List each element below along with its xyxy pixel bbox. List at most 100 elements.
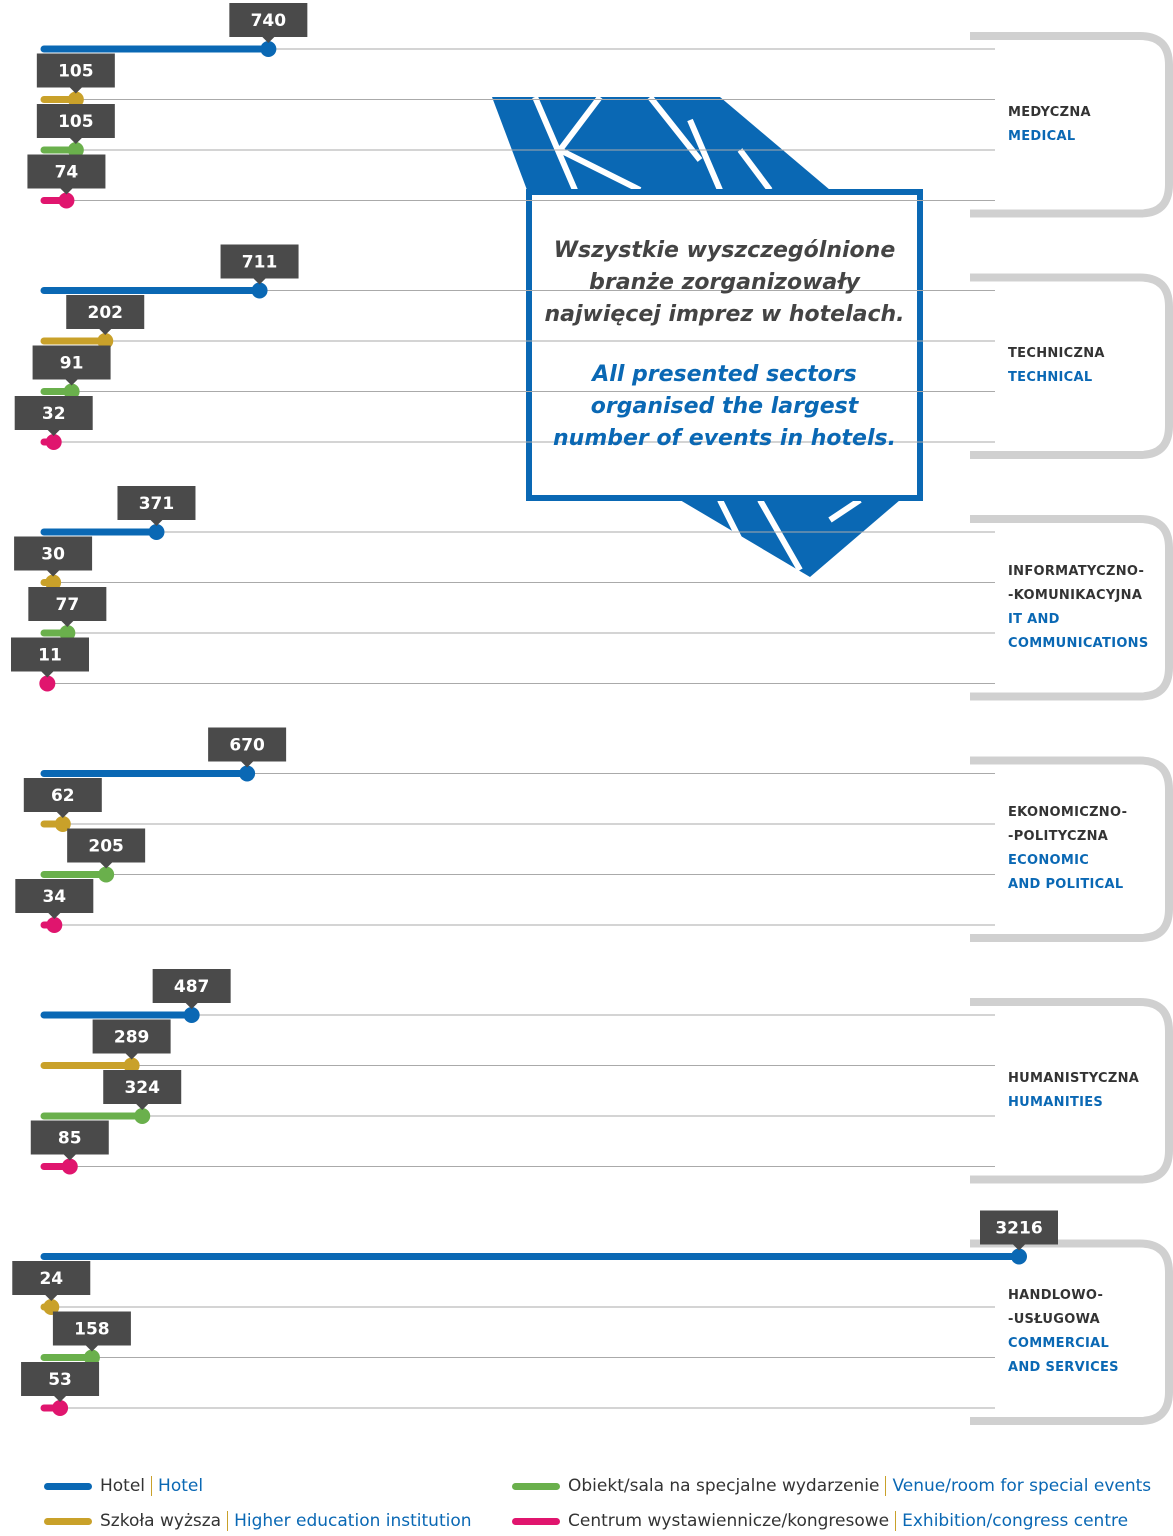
- bar-end-dot: [98, 866, 115, 883]
- value-label: 670: [229, 736, 265, 756]
- legend-label-en: Exhibition/congress centre: [895, 1511, 1128, 1531]
- annotation-en: All presented sectors organised the larg…: [553, 362, 896, 451]
- value-label: 105: [58, 62, 94, 82]
- legend-label: Obiekt/sala na specjalne wydarzenie: [568, 1476, 880, 1496]
- value-label-box: [229, 3, 308, 37]
- value-label-box: [92, 1019, 171, 1054]
- value-label: 34: [42, 887, 66, 907]
- legend-swatch: [44, 1482, 92, 1490]
- sector-bracket: [970, 756, 1173, 942]
- sector-bracket: [970, 515, 1173, 701]
- bar-end-dot: [260, 41, 277, 57]
- value-label-box: [12, 1261, 91, 1295]
- bar-end-dot: [251, 282, 268, 299]
- bar-end-dot: [63, 383, 80, 400]
- sector-label: TECHNICZNA TECHNICAL: [1008, 342, 1105, 390]
- value-label: 371: [139, 494, 175, 514]
- bar-end-dot: [134, 1108, 151, 1124]
- bar-end-dot: [1011, 1248, 1027, 1265]
- value-label: 30: [41, 545, 65, 565]
- value-label: 105: [58, 112, 94, 132]
- legend-label: Szkoła wyższa: [100, 1511, 222, 1531]
- sector-bracket: [970, 1239, 1173, 1425]
- value-label-pointer: [185, 1003, 198, 1009]
- legend-label-en: Venue/room for special events: [885, 1476, 1151, 1496]
- sector-label-pl: TECHNICZNA: [1008, 346, 1105, 362]
- bar-end-dot: [39, 675, 56, 692]
- bar-end-dot: [97, 333, 114, 349]
- value-label-box: [32, 345, 111, 380]
- value-label-pointer: [253, 278, 266, 285]
- bar-end-dot: [67, 91, 84, 108]
- value-label-pointer: [262, 37, 275, 43]
- value-label-pointer: [63, 1154, 76, 1161]
- sector-label-en: COMMERCIAL AND SERVICES: [1008, 1336, 1119, 1376]
- value-label-box: [208, 727, 287, 762]
- value-label-pointer: [60, 188, 73, 195]
- sector-label-en: IT AND COMMUNICATIONS: [1008, 611, 1149, 651]
- value-label-box: [27, 154, 106, 189]
- legend-swatch: [512, 1517, 560, 1525]
- legend-swatch: [44, 1517, 92, 1525]
- value-label-box: [15, 879, 94, 913]
- value-label-box: [117, 486, 196, 520]
- value-label: 24: [39, 1269, 63, 1289]
- value-label-pointer: [99, 329, 112, 335]
- value-label-pointer: [85, 1345, 98, 1352]
- value-label-pointer: [41, 671, 54, 678]
- value-label: 3216: [995, 1219, 1042, 1239]
- sector-label-en: TECHNICAL: [1008, 370, 1093, 386]
- sector-label-en: MEDICAL: [1008, 128, 1076, 144]
- value-label-box: [11, 637, 89, 672]
- value-label-pointer: [69, 87, 82, 94]
- value-label: 205: [88, 837, 124, 857]
- value-label-pointer: [125, 1053, 138, 1060]
- sector-label-pl: EKONOMICZNO- -POLITYCZNA: [1008, 805, 1128, 845]
- value-label-box: [67, 828, 146, 863]
- sector-label: HANDLOWO- -USŁUGOWA COMMERCIAL AND SERVIC…: [1008, 1284, 1119, 1380]
- bar-end-dot: [52, 1400, 69, 1416]
- value-label: 62: [51, 786, 75, 806]
- value-label-box: [23, 778, 102, 812]
- value-label: 711: [242, 253, 278, 273]
- value-label: 158: [74, 1320, 110, 1340]
- value-label-pointer: [56, 812, 69, 818]
- value-label-box: [220, 244, 299, 279]
- bar-end-dot: [83, 1349, 100, 1366]
- value-label-pointer: [54, 1396, 67, 1402]
- bar-end-dot: [61, 1158, 78, 1175]
- sector-label: INFORMATYCZNO- -KOMUNIKACYJNA IT AND COMM…: [1008, 560, 1149, 656]
- value-label-pointer: [61, 621, 74, 627]
- value-label-pointer: [241, 761, 254, 768]
- legend-item: Hotel Hotel: [44, 1476, 203, 1496]
- sector-label-pl: HUMANISTYCZNA: [1008, 1070, 1140, 1086]
- sector-label-en: HUMANITIES: [1008, 1094, 1104, 1110]
- value-label-box: [36, 104, 115, 138]
- value-label-pointer: [47, 570, 60, 577]
- value-label-box: [52, 1311, 131, 1346]
- legend-label: Centrum wystawiennicze/kongresowe: [568, 1511, 890, 1531]
- value-label-box: [28, 587, 107, 621]
- value-label-pointer: [65, 379, 78, 386]
- value-label: 324: [124, 1078, 160, 1098]
- value-label-pointer: [45, 1295, 58, 1301]
- bar-end-dot: [45, 574, 62, 591]
- sector-label-pl: MEDYCZNA: [1008, 104, 1091, 120]
- bar-end-dot: [58, 192, 75, 209]
- value-label: 202: [87, 303, 123, 323]
- bar-end-dot: [54, 816, 71, 832]
- value-label-box: [14, 396, 93, 430]
- value-label-pointer: [69, 138, 82, 144]
- annotation-pl: Wszystkie wyszczególnione branże zorgani…: [544, 238, 905, 327]
- bar-end-dot: [67, 142, 84, 158]
- value-label: 32: [42, 404, 66, 424]
- value-label-pointer: [136, 1104, 149, 1110]
- value-label-pointer: [48, 913, 61, 919]
- bar-end-dot: [45, 434, 62, 450]
- sector-label: MEDYCZNA MEDICAL: [1008, 101, 1091, 149]
- bar-end-dot: [59, 625, 76, 641]
- bar-end-dot: [183, 1007, 200, 1023]
- value-label-box: [36, 53, 115, 88]
- value-label-pointer: [47, 430, 60, 436]
- value-label: 53: [48, 1370, 72, 1390]
